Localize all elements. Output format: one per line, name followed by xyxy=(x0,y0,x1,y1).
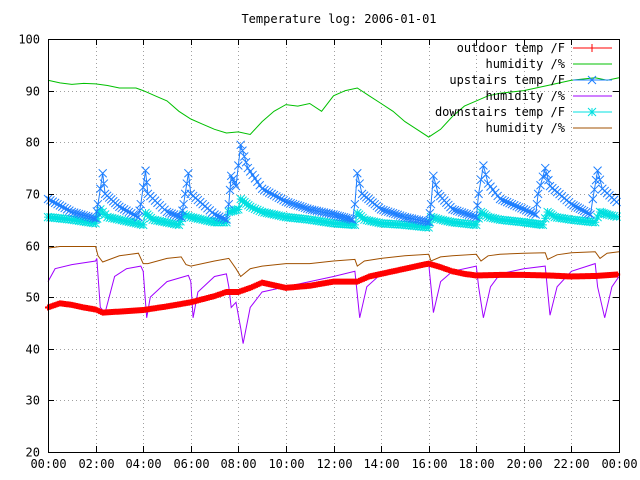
y-tick-label: 50 xyxy=(26,291,40,305)
legend-entry-label: humidity /% xyxy=(486,57,566,71)
series-line xyxy=(47,258,620,344)
x-tick-label: 18:00 xyxy=(458,457,494,471)
y-tick-label: 30 xyxy=(26,394,40,408)
series-4 xyxy=(43,194,621,232)
series-line xyxy=(47,77,620,138)
series-1 xyxy=(47,77,620,138)
y-tick-label: 60 xyxy=(26,240,40,254)
x-tick-label: 02:00 xyxy=(78,457,114,471)
series-0 xyxy=(45,260,621,316)
x-tick-label: 20:00 xyxy=(506,457,542,471)
legend-entry-label: outdoor temp /F xyxy=(457,41,565,55)
x-tick-label: 16:00 xyxy=(411,457,447,471)
legend-entry-label: upstairs temp /F xyxy=(449,73,565,87)
series-2 xyxy=(43,140,621,227)
x-tick-label: 08:00 xyxy=(220,457,256,471)
legend: outdoor temp /F humidity /% upstairs temp … xyxy=(435,41,612,135)
y-tick-label: 40 xyxy=(26,343,40,357)
series-markers xyxy=(43,140,621,227)
series-3 xyxy=(47,258,620,344)
y-tick-label: 70 xyxy=(26,188,40,202)
x-tick-label: 00:00 xyxy=(601,457,637,471)
x-tick-label: 06:00 xyxy=(173,457,209,471)
x-axis: 00:00 02:00 04:00 06:00 08:00 10:00 12:00 14:00… xyxy=(30,39,638,471)
x-tick-label: 12:00 xyxy=(316,457,352,471)
series-5 xyxy=(47,246,620,278)
x-tick-label: 00:00 xyxy=(30,457,66,471)
legend-marker xyxy=(588,44,596,52)
series-line xyxy=(47,246,620,278)
legend-entry-label: humidity /% xyxy=(486,89,566,103)
y-tick-label: 100 xyxy=(18,33,40,47)
x-tick-label: 10:00 xyxy=(268,457,304,471)
series-markers xyxy=(45,260,621,316)
legend-entry-label: humidity /% xyxy=(486,121,566,135)
series-line xyxy=(47,262,620,315)
x-tick-label: 14:00 xyxy=(363,457,399,471)
series-layer xyxy=(43,77,621,344)
y-tick-label: 90 xyxy=(26,85,40,99)
chart-title: Temperature log: 2006-01-01 xyxy=(241,12,436,26)
grid-lines xyxy=(48,39,619,452)
legend-marker xyxy=(587,107,597,117)
y-tick-label: 20 xyxy=(26,446,40,460)
y-axis: 20 30 40 50 60 70 80 90 100 xyxy=(18,33,619,460)
legend-entry-label: downstairs temp /F xyxy=(435,105,565,119)
x-tick-label: 22:00 xyxy=(553,457,589,471)
y-tick-label: 80 xyxy=(26,136,40,150)
legend-marker xyxy=(587,75,597,85)
x-tick-label: 04:00 xyxy=(125,457,161,471)
